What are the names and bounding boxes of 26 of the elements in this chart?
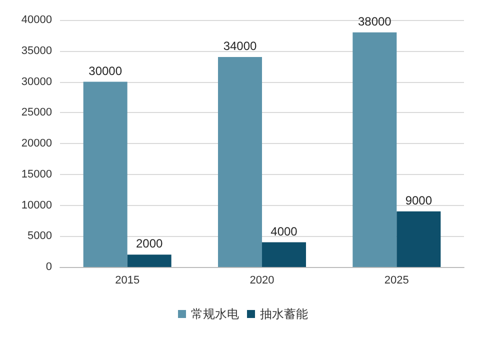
data-label: 38000 [358,14,392,28]
legend-label: 常规水电 [191,307,239,321]
data-label: 9000 [405,193,432,208]
y-tick-label: 10000 [21,199,52,212]
y-tick-label: 20000 [21,138,52,150]
y-tick-label: 5000 [28,230,52,242]
bar [262,242,306,267]
data-label: 34000 [223,39,258,54]
y-tick-label: 25000 [21,106,52,119]
data-label: 2000 [136,236,164,251]
x-tick-label: 2020 [250,274,274,286]
y-tick-label: 40000 [21,14,52,26]
data-label: 30000 [88,64,122,78]
bar [352,32,397,267]
data-label: 4000 [270,224,298,238]
bar [127,254,172,267]
bar [396,211,441,267]
x-tick-label: 2015 [115,274,140,286]
x-tick-label: 2025 [384,274,409,286]
y-tick-label: 0 [46,261,52,273]
legend-label: 抽水蓄能 [260,307,308,321]
y-tick-label: 15000 [21,168,52,180]
y-tick-label: 30000 [21,76,52,88]
bar [83,82,128,267]
bar [218,57,262,267]
y-tick-label: 35000 [21,44,52,57]
